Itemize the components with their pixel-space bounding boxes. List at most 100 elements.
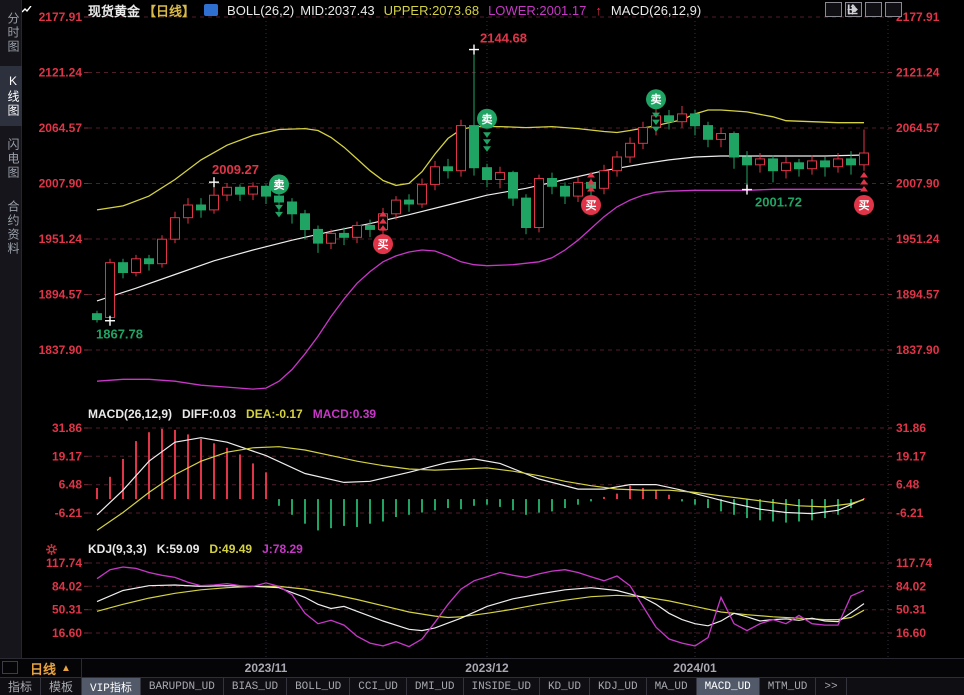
- kdj-name: KDJ(9,3,3): [88, 542, 147, 556]
- boll-lower-line: [96, 188, 864, 390]
- grid-layer: 31.86 31.86 19.17 19.17 6.48 6.48 -6.21 -6.21: [52, 405, 926, 540]
- macd-histogram: [96, 428, 865, 531]
- sidebar-item-3[interactable]: 合约资料: [6, 200, 20, 256]
- y-axis-label: 84.02: [52, 579, 82, 593]
- buy-signal-marker[interactable]: 买: [581, 171, 601, 215]
- y-axis-label: 1894.57: [896, 288, 940, 302]
- tab-VIP指标[interactable]: VIP指标: [82, 678, 141, 695]
- chart-icon: [22, 4, 219, 16]
- extreme-cross-icon: [742, 184, 752, 195]
- y-axis-label: 2177.91: [39, 10, 83, 24]
- y-axis-label: 2121.24: [39, 66, 83, 80]
- svg-text:买: 买: [859, 199, 870, 212]
- up-arrow-icon: ↑: [595, 2, 602, 18]
- left-sidebar: 分时图 K线图闪电图合约资料: [0, 0, 22, 658]
- tab-KD_UD[interactable]: KD_UD: [540, 678, 590, 695]
- kdj-header: KDJ(9,3,3) K:59.09 D:49.49 J:78.29: [88, 542, 303, 556]
- x-axis-row: 日线 ▲ 2023/11 2023/12 2024/01: [0, 658, 964, 677]
- y-axis-label: 2121.24: [896, 66, 940, 80]
- svg-text:买: 买: [586, 199, 597, 212]
- symbol-name: 现货黄金: [88, 3, 141, 19]
- x-axis-label: 2023/11: [244, 661, 288, 675]
- macd-dea-value: DEA:-0.17: [246, 407, 303, 421]
- y-axis-label: 1837.90: [39, 343, 83, 357]
- svg-text:卖: 卖: [651, 92, 662, 106]
- tab-指标[interactable]: 指标: [0, 678, 42, 695]
- sell-signal-marker[interactable]: 卖: [646, 89, 666, 133]
- tab-BIAS_UD[interactable]: BIAS_UD: [224, 678, 288, 695]
- y-axis-label: 50.31: [52, 603, 82, 617]
- tab-INSIDE_UD[interactable]: INSIDE_UD: [464, 678, 540, 695]
- extreme-cross-icon: [105, 315, 115, 326]
- kdj-settings-icon[interactable]: [23, 543, 57, 556]
- x-axis-label: 2024/01: [673, 661, 717, 675]
- y-axis-label: 117.74: [46, 556, 82, 570]
- period-label: 【日线】: [143, 3, 196, 19]
- tab-MTM_UD[interactable]: MTM_UD: [760, 678, 817, 695]
- pan-move-icon[interactable]: [825, 2, 858, 17]
- corner-box: [2, 661, 18, 674]
- price-annotation: 2001.72: [755, 195, 802, 210]
- tab-BARUPDN_UD[interactable]: BARUPDN_UD: [141, 678, 224, 695]
- kdj-j-value: J:78.29: [262, 542, 303, 556]
- indicator-tab-bar: 指标 模板 VIP指标 BARUPDN_UD BIAS_UD BOLL_UD CCI_UD D…: [0, 677, 964, 695]
- boll-mid-line: [96, 154, 865, 302]
- sell-signal-marker[interactable]: 卖: [269, 174, 289, 218]
- sidebar-item-1[interactable]: K线图: [0, 66, 22, 126]
- tab-MACD_UD[interactable]: MACD_UD: [696, 678, 760, 695]
- sell-signal-marker[interactable]: 卖: [477, 108, 497, 152]
- svg-text:买: 买: [378, 238, 389, 251]
- kdj-d-line: [96, 585, 865, 621]
- dropdown-up-icon: ▲: [61, 662, 71, 674]
- y-axis-label: 1951.24: [896, 232, 940, 246]
- y-axis-label: 16.60: [52, 626, 82, 640]
- y-axis-label: 2177.91: [896, 10, 940, 24]
- sidebar-item-0[interactable]: 分时图: [6, 12, 20, 54]
- kdj-indicator-panel[interactable]: 117.74 117.74 84.02 84.02 50.31 50.31 16.60 16.…: [22, 540, 964, 658]
- y-axis-label: 31.86: [52, 421, 82, 435]
- period-dropdown-button[interactable]: 日线 ▲: [28, 659, 82, 677]
- tab->>[interactable]: >>: [816, 678, 847, 695]
- tab-KDJ_UD[interactable]: KDJ_UD: [590, 678, 647, 695]
- grid-layer: 2177.91 2177.91 2121.24 2121.24 2064.57 2064.…: [39, 10, 940, 400]
- fit-horizontal-axis-icon[interactable]: [847, 2, 882, 17]
- macd-macd-value: MACD:0.39: [312, 407, 377, 421]
- y-axis-label: -6.21: [896, 506, 924, 520]
- buy-signal-marker[interactable]: 买: [854, 171, 874, 215]
- y-axis-label: 6.48: [59, 478, 83, 492]
- buy-signal-marker[interactable]: 买: [373, 211, 393, 255]
- sidebar-item-2[interactable]: 闪电图: [6, 138, 20, 180]
- y-axis-label: 2007.90: [896, 177, 940, 191]
- y-axis-label: 19.17: [896, 449, 926, 463]
- kdj-k-line: [96, 584, 865, 632]
- y-axis-label: 19.17: [52, 449, 82, 463]
- boll-lower-value: LOWER:2001.17: [488, 2, 587, 18]
- dea-line: [96, 446, 865, 531]
- macd-params-label: MACD(26,12,9): [610, 2, 702, 18]
- kdj-j-line: [96, 566, 865, 648]
- kdj-k-value: K:59.09: [156, 542, 200, 556]
- macd-diff-value: DIFF:0.03: [182, 407, 237, 421]
- tab-CCI_UD[interactable]: CCI_UD: [350, 678, 407, 695]
- restore-layout-icon[interactable]: [848, 2, 902, 17]
- y-axis-label: 6.48: [896, 478, 920, 492]
- diff-line: [96, 437, 865, 516]
- svg-text:卖: 卖: [274, 177, 285, 191]
- x-axis-label: 2023/12: [465, 661, 509, 675]
- chart-header: 现货黄金 【日线】 BOLL(26,2) MID:2037.43 UPPER:2…: [0, 0, 964, 20]
- candles-layer[interactable]: [92, 49, 869, 323]
- price-annotation: 2009.27: [212, 162, 259, 177]
- tab-模板[interactable]: 模板: [41, 678, 83, 695]
- y-axis-label: 1951.24: [39, 232, 83, 246]
- boll-mid-value: MID:2037.43: [300, 2, 375, 18]
- main-candlestick-chart[interactable]: 2177.91 2177.91 2121.24 2121.24 2064.57 2064.…: [22, 0, 964, 405]
- y-axis-label: 1894.57: [39, 288, 83, 302]
- tab-DMI_UD[interactable]: DMI_UD: [407, 678, 464, 695]
- extreme-cross-icon: [209, 177, 219, 188]
- macd-indicator-panel[interactable]: 31.86 31.86 19.17 19.17 6.48 6.48 -6.21 -6.21: [22, 405, 964, 540]
- y-axis-label: 31.86: [896, 421, 926, 435]
- tab-BOLL_UD[interactable]: BOLL_UD: [287, 678, 351, 695]
- tab-MA_UD[interactable]: MA_UD: [647, 678, 697, 695]
- y-axis-label: -6.21: [55, 506, 83, 520]
- y-axis-label: 2064.57: [896, 121, 940, 135]
